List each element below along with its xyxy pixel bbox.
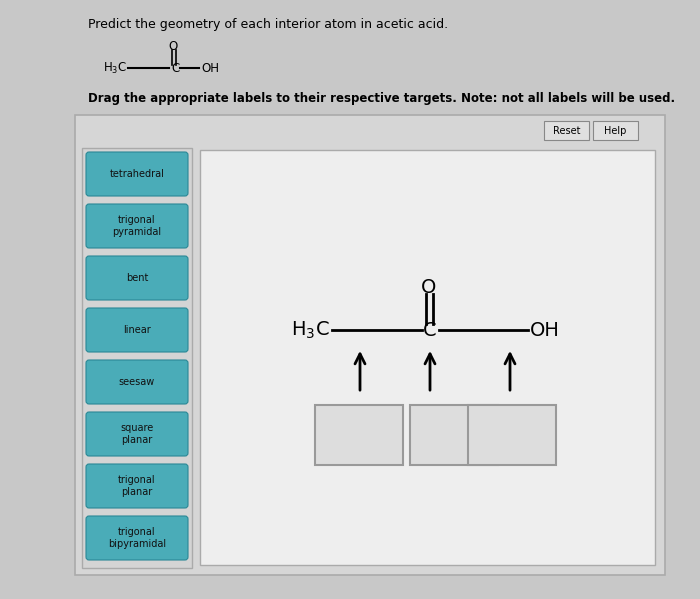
FancyBboxPatch shape [86,152,188,196]
Text: O: O [421,278,437,297]
Text: OH: OH [530,320,560,340]
Text: OH: OH [201,62,219,74]
Text: Help: Help [604,126,626,135]
Text: trigonal
pyramidal: trigonal pyramidal [113,215,162,237]
Text: Drag the appropriate labels to their respective targets. Note: not all labels wi: Drag the appropriate labels to their res… [88,92,675,105]
FancyBboxPatch shape [86,464,188,508]
Bar [410,405,498,465]
FancyBboxPatch shape [544,121,589,140]
FancyBboxPatch shape [86,360,188,404]
FancyBboxPatch shape [86,256,188,300]
Bar [75,115,665,575]
Text: bent: bent [126,273,148,283]
Text: tetrahedral: tetrahedral [110,169,164,179]
Text: Predict the geometry of each interior atom in acetic acid.: Predict the geometry of each interior at… [88,18,448,31]
FancyBboxPatch shape [86,204,188,248]
Text: square
planar: square planar [120,423,153,445]
FancyBboxPatch shape [593,121,638,140]
Bar [82,148,192,568]
Text: O: O [169,40,178,53]
Text: trigonal
bipyramidal: trigonal bipyramidal [108,527,166,549]
Bar [468,405,556,465]
FancyBboxPatch shape [86,516,188,560]
Text: H$_3$C: H$_3$C [291,319,330,341]
Text: Reset: Reset [553,126,580,135]
Bar [200,150,655,565]
Bar [315,405,403,465]
Text: H$_3$C: H$_3$C [103,60,127,75]
Text: C: C [171,62,179,74]
FancyBboxPatch shape [86,412,188,456]
Text: linear: linear [123,325,151,335]
FancyBboxPatch shape [86,308,188,352]
Text: seesaw: seesaw [119,377,155,387]
Text: C: C [424,320,437,340]
Text: trigonal
planar: trigonal planar [118,475,156,497]
